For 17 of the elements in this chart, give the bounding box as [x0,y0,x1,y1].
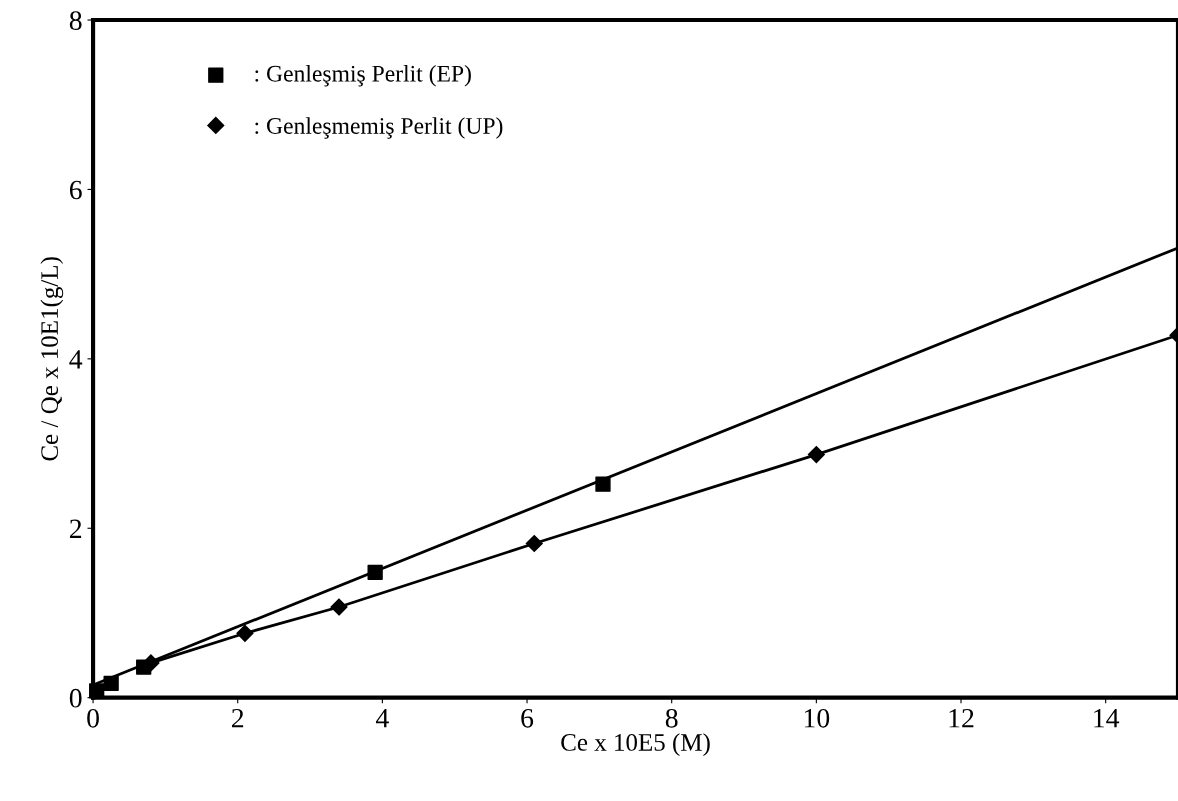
y-tick-label: 8 [69,11,82,30]
y-tick-label: 4 [69,350,83,369]
x-tick-label: 12 [949,708,974,728]
x-tick-label: 8 [665,708,678,728]
x-tick-label: 4 [375,709,389,728]
x-tick-label: 2 [232,708,244,728]
x-tick-label: 0 [87,708,99,728]
y-axis-title: Ce / Qe x 10E1(g/L) [40,257,64,461]
x-tick-label: 6 [521,708,534,728]
legend-label: : Genleşmiş Perlit (EP) [255,65,471,87]
x-axis-title: Ce x 10E5 (M) [561,733,710,756]
x-tick-label: 14 [1094,709,1120,728]
y-tick-label: 6 [69,180,82,200]
legend-label: : Genleşmemiş Perlit (UP) [255,117,503,139]
y-tick-label: 2 [69,519,82,538]
x-tick-label: 10 [804,708,830,728]
y-tick-label: 0 [69,688,82,708]
